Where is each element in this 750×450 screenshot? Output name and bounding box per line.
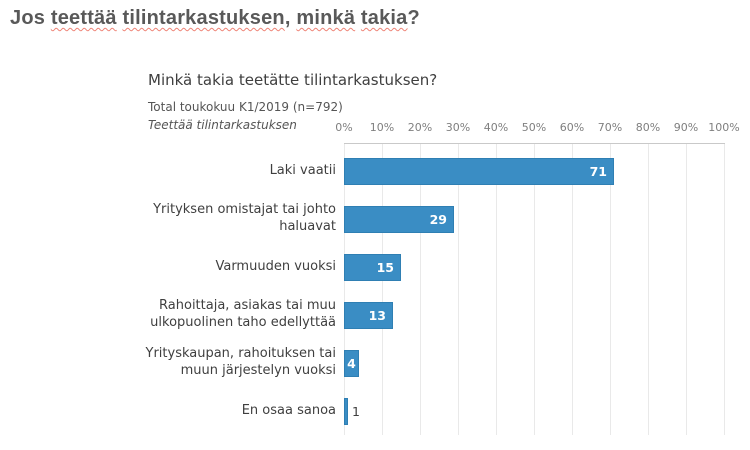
page-title-word-misspelled: minkä — [296, 7, 356, 29]
page-title-word-misspelled: takia — [360, 7, 408, 29]
x-axis-tick-label: 40% — [483, 121, 509, 134]
category-label: Varmuuden vuoksi — [215, 258, 336, 274]
page-title-word: Jos — [10, 7, 51, 29]
gridline — [382, 144, 383, 435]
bar: 4 — [344, 349, 359, 377]
gridline — [572, 144, 573, 435]
bar: 15 — [344, 253, 401, 281]
gridline — [420, 144, 421, 435]
x-axis-tick-label: 60% — [559, 121, 585, 134]
category-label: Rahoittaja, asiakas tai muu ulkopuolinen… — [150, 298, 336, 330]
x-axis-tick-label: 70% — [597, 121, 623, 134]
x-axis-tick-label: 80% — [635, 121, 661, 134]
x-axis-tick-label: 100% — [708, 121, 740, 134]
gridline — [724, 144, 725, 435]
x-axis-tick-label: 10% — [369, 121, 395, 134]
bar-value-label: 13 — [368, 307, 386, 323]
gridline — [648, 144, 649, 435]
gridline — [496, 144, 497, 435]
bar-value-label: 15 — [376, 259, 394, 275]
x-axis-tick-label: 30% — [445, 121, 471, 134]
gridline — [534, 144, 535, 435]
chart-series-note: Teettää tilintarkastuksen — [148, 118, 297, 132]
gridline — [458, 144, 459, 435]
bar — [344, 397, 348, 425]
bar: 29 — [344, 205, 454, 233]
bar-value-label: 29 — [429, 211, 447, 227]
x-axis-tick-label: 90% — [673, 121, 699, 134]
bar-value-label: 1 — [352, 403, 360, 419]
page-title-word-misspelled: tilintarkastuksen — [122, 7, 285, 29]
page-title: Jos teettää tilintarkastuksen, minkä tak… — [10, 7, 420, 30]
page-title-word-misspelled: teettää — [50, 7, 117, 29]
page-title-word: ? — [407, 7, 420, 29]
bar: 13 — [344, 301, 393, 329]
gridline — [686, 144, 687, 435]
chart-title: Minkä takia teetätte tilintarkastuksen? — [148, 71, 438, 89]
bar-value-label: 4 — [347, 355, 356, 371]
category-label: En osaa sanoa — [241, 402, 336, 418]
category-label: Yrityksen omistajat tai johto haluavat — [153, 202, 336, 234]
chart-subtitle: Total toukokuu K1/2019 (n=792) — [148, 100, 343, 114]
page-title-word: , — [284, 7, 297, 29]
gridline — [344, 144, 345, 435]
x-axis-tick-label: 20% — [407, 121, 433, 134]
bar-value-label: 71 — [589, 163, 607, 179]
category-label: Yrityskaupan, rahoituksen tai muun järje… — [145, 346, 337, 378]
x-axis-tick-label: 50% — [521, 121, 547, 134]
x-axis-tick-label: 0% — [335, 121, 353, 134]
gridline — [610, 144, 611, 435]
category-label: Laki vaatii — [269, 162, 336, 178]
bar: 71 — [344, 157, 614, 185]
